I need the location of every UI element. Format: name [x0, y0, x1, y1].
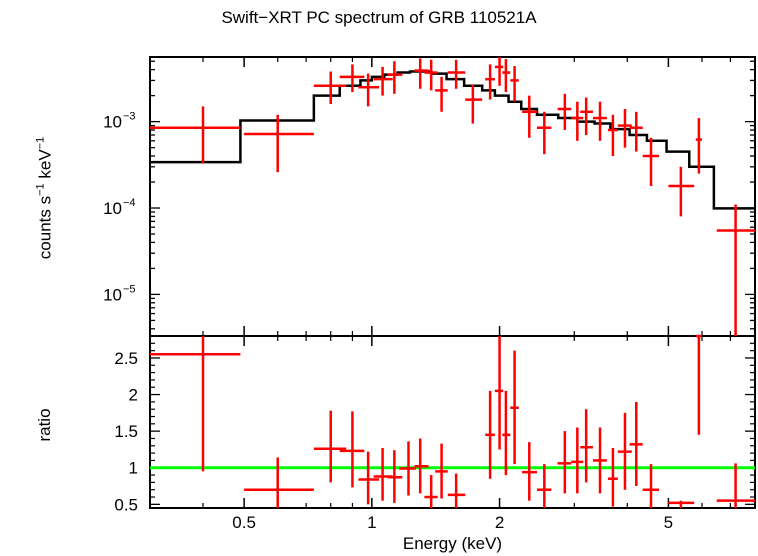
y-tick-label: 10: [103, 285, 122, 304]
y-tick-label: 10: [103, 113, 122, 132]
x-tick-label: 1: [367, 513, 376, 532]
y-tick-exponent: −3: [123, 111, 136, 123]
y-tick-label: 1: [129, 459, 138, 478]
x-tick-label: 5: [664, 513, 673, 532]
y-tick-label: 10: [103, 199, 122, 218]
chart-title: Swift−XRT PC spectrum of GRB 110521A: [221, 8, 537, 27]
y-tick-label: 1.5: [114, 422, 138, 441]
x-tick-label: 0.5: [232, 513, 256, 532]
model-step-curve: [150, 70, 755, 210]
y-tick-label: 2.5: [114, 349, 138, 368]
y-tick-label: 2: [129, 386, 138, 405]
x-axis-label: Energy (keV): [402, 534, 503, 553]
top-panel-frame: [149, 56, 756, 337]
y-tick-exponent: −5: [123, 283, 136, 295]
y-tick-label: 0.5: [114, 495, 138, 514]
x-tick-label: 2: [495, 513, 504, 532]
y-tick-exponent: −4: [123, 197, 136, 209]
bottom-panel-frame: [149, 335, 756, 509]
